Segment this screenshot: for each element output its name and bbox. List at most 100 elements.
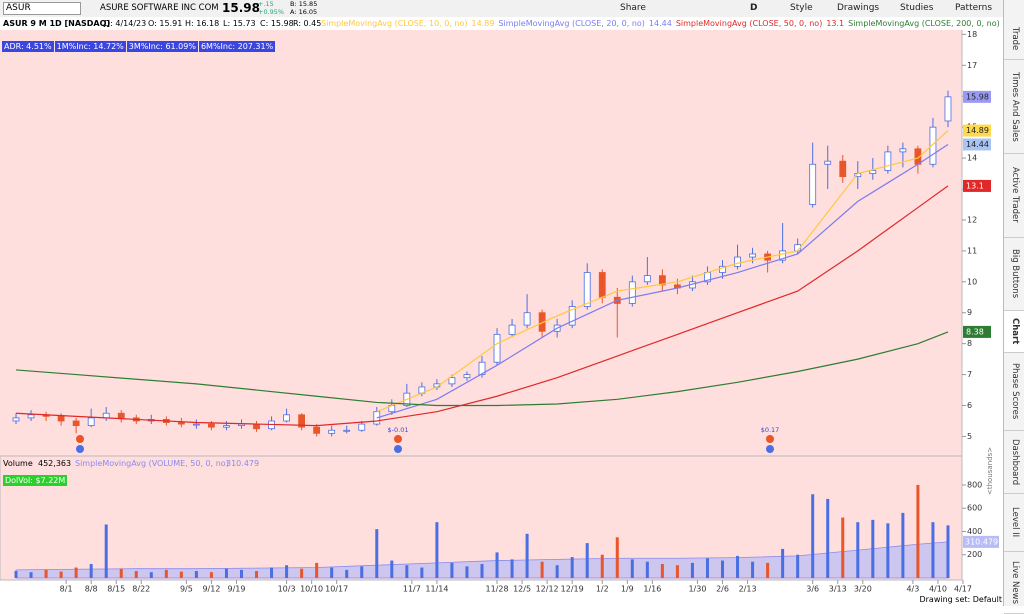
x-tick-label: 8/1 bbox=[60, 585, 73, 594]
volume-bar bbox=[811, 494, 815, 578]
badge: ADR: 4.51% bbox=[2, 41, 54, 52]
volume-bar bbox=[405, 565, 409, 578]
study-legend: SimpleMovingAvg (CLOSE, 10, 0, no) 14.89 S… bbox=[317, 19, 1022, 28]
side-tab[interactable]: Trade bbox=[1004, 18, 1024, 60]
candle-body bbox=[809, 163, 817, 205]
candle-body bbox=[42, 414, 50, 417]
volume-bar bbox=[44, 569, 48, 578]
y-tick-label: 15 bbox=[967, 123, 977, 132]
volume-bar bbox=[194, 571, 198, 578]
moving-average bbox=[376, 130, 949, 413]
volume-bar bbox=[841, 517, 845, 578]
study-value: 14.89 bbox=[471, 19, 495, 28]
volume-bar bbox=[179, 571, 183, 578]
price-tag-label: 8.38 bbox=[966, 327, 984, 336]
volume-bar bbox=[856, 522, 860, 578]
candle-body bbox=[177, 422, 185, 425]
candle-body bbox=[373, 411, 381, 425]
candle-body bbox=[914, 148, 922, 165]
drawings-button[interactable]: Drawings bbox=[837, 3, 880, 13]
change-pct: +0.95% bbox=[258, 8, 285, 16]
volume-last: 452,363 bbox=[38, 459, 72, 468]
patterns-button[interactable]: Patterns bbox=[955, 3, 993, 13]
moving-average bbox=[15, 185, 949, 427]
volume-bar bbox=[690, 562, 694, 578]
volume-pane bbox=[0, 455, 963, 581]
earnings-icon bbox=[394, 435, 402, 443]
volume-bar bbox=[916, 484, 920, 578]
y-tick-label: 7 bbox=[967, 370, 972, 379]
x-tick-label: 8/22 bbox=[132, 585, 150, 594]
side-tab[interactable]: Live News bbox=[1004, 552, 1024, 614]
volume-bar bbox=[89, 564, 93, 578]
last-price: 15.98 bbox=[222, 1, 260, 15]
side-tab[interactable]: Level II bbox=[1004, 494, 1024, 552]
price-tag-label: 14.89 bbox=[966, 126, 989, 135]
candle-body bbox=[764, 253, 771, 261]
x-tick-label: 9/12 bbox=[202, 585, 220, 594]
y-tick-label: 10 bbox=[967, 277, 977, 286]
volume-bar bbox=[375, 529, 379, 578]
candle-body bbox=[689, 281, 696, 289]
volume-bar bbox=[435, 522, 439, 578]
x-tick-label: 11/7 bbox=[403, 585, 421, 594]
price-tag bbox=[963, 138, 991, 151]
symbol-input[interactable]: ASUR bbox=[3, 2, 81, 15]
candle-body bbox=[162, 419, 170, 423]
volume-bar bbox=[104, 524, 108, 578]
candle-body bbox=[854, 173, 862, 178]
toolbar: ASUR ASURE SOFTWARE INC COM 15.98 +.15 +… bbox=[0, 0, 1003, 18]
bid: B: 15.85 bbox=[290, 0, 318, 8]
moving-average bbox=[15, 331, 949, 407]
candle-body bbox=[478, 361, 486, 375]
side-tab[interactable]: Times And Sales bbox=[1004, 60, 1024, 154]
x-tick-label: 11/14 bbox=[425, 585, 448, 594]
volume-bar bbox=[600, 554, 604, 578]
candle-body bbox=[102, 412, 110, 419]
candle-body bbox=[899, 148, 907, 153]
candle-body bbox=[929, 126, 937, 165]
side-tab[interactable]: Chart bbox=[1004, 310, 1024, 353]
dividend-icon bbox=[394, 445, 402, 453]
earnings-label: $-0.01 bbox=[388, 426, 409, 434]
style-button[interactable]: Style bbox=[790, 3, 813, 13]
volume-bar bbox=[510, 559, 514, 578]
candle-body bbox=[824, 160, 832, 165]
high: H: 16.18 bbox=[185, 19, 220, 28]
candle-body bbox=[253, 423, 260, 430]
volume-bar bbox=[465, 566, 469, 578]
y-tick-label: 8 bbox=[967, 339, 972, 348]
studies-button[interactable]: Studies bbox=[900, 3, 934, 13]
volume-bar bbox=[149, 572, 153, 578]
volume-tag bbox=[963, 535, 999, 548]
candle-body bbox=[328, 429, 336, 434]
study-value: 14.44 bbox=[648, 19, 672, 28]
volume-bar bbox=[886, 523, 890, 578]
candle-body bbox=[27, 414, 35, 419]
y-tick-label: 13 bbox=[967, 185, 977, 194]
share-button[interactable]: Share bbox=[620, 3, 646, 13]
candle-body bbox=[734, 256, 741, 267]
candle-body bbox=[268, 420, 275, 430]
candle-body bbox=[283, 414, 290, 422]
study-name: SimpleMovingAvg (CLOSE, 200, 0, no) bbox=[848, 19, 1000, 28]
side-tab[interactable]: Phase Scores bbox=[1004, 353, 1024, 432]
candle-body bbox=[12, 417, 20, 422]
side-tab[interactable]: Big Buttons bbox=[1004, 238, 1024, 311]
side-tab[interactable]: Dashboard bbox=[1004, 431, 1024, 494]
volume-bar bbox=[901, 512, 905, 578]
candle-body bbox=[779, 250, 787, 261]
close: C: 15.98 bbox=[260, 19, 294, 28]
x-tick-label: 1/9 bbox=[621, 585, 634, 594]
y-tick-label: 18 bbox=[967, 30, 977, 39]
volume-bar bbox=[645, 561, 649, 578]
x-tick-label: 9/5 bbox=[180, 585, 193, 594]
study-name: SimpleMovingAvg (CLOSE, 10, 0, no) bbox=[321, 19, 468, 28]
candle-body bbox=[538, 312, 546, 332]
period-button[interactable]: D bbox=[750, 3, 758, 13]
y-tick-label: 14 bbox=[967, 154, 977, 163]
side-tab[interactable]: Active Trader bbox=[1004, 154, 1024, 238]
price-pane bbox=[0, 30, 962, 456]
volume-bar bbox=[495, 552, 499, 578]
candle-body bbox=[598, 272, 606, 298]
